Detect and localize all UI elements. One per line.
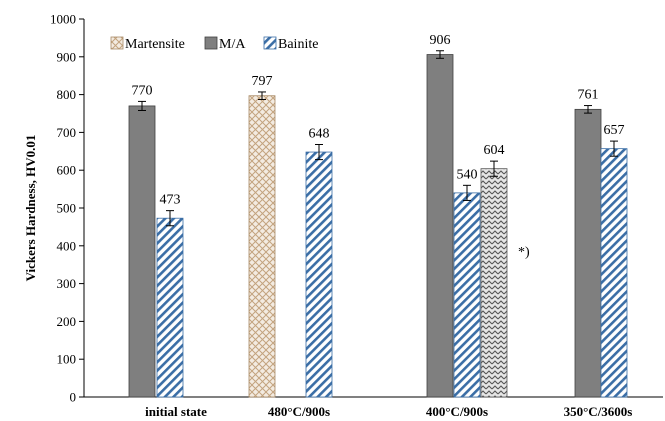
bar-m-a xyxy=(128,105,156,398)
y-tick-label: 500 xyxy=(57,201,77,216)
data-label: 761 xyxy=(578,88,599,103)
bar-pearlite-like xyxy=(480,168,508,398)
y-tick-label: 1000 xyxy=(50,12,76,27)
data-label: 473 xyxy=(160,193,181,208)
data-label: 906 xyxy=(430,33,451,48)
y-tick-label: 200 xyxy=(57,314,77,329)
annotation-label: *) xyxy=(518,245,530,260)
bar-bainite xyxy=(156,217,184,398)
legend-label: Martensite xyxy=(125,37,185,52)
bar-m-a xyxy=(426,54,454,398)
bar-bainite xyxy=(600,148,628,398)
x-category-label: 350°C/3600s xyxy=(564,404,633,419)
legend-swatch xyxy=(204,36,218,50)
legend-label: Bainite xyxy=(278,37,318,52)
legend-swatch xyxy=(263,36,277,50)
data-label: 657 xyxy=(604,123,625,138)
bar-bainite xyxy=(453,192,481,398)
y-tick-label: 700 xyxy=(57,125,77,140)
legend-swatch xyxy=(110,36,124,50)
y-tick-label: 400 xyxy=(57,238,77,253)
data-label: 770 xyxy=(132,83,153,98)
y-tick-label: 600 xyxy=(57,163,77,178)
data-label: 797 xyxy=(252,74,273,89)
x-category-label: 400°C/900s xyxy=(426,404,488,419)
y-tick-label: 100 xyxy=(57,352,77,367)
data-label: 540 xyxy=(457,167,478,182)
y-tick-label: 900 xyxy=(57,49,77,64)
x-category-label: initial state xyxy=(145,404,207,419)
data-label: 604 xyxy=(484,143,505,158)
data-label: 648 xyxy=(309,126,330,141)
y-tick-label: 800 xyxy=(57,87,77,102)
y-axis-title: Vickers Hardness, HV0.01 xyxy=(23,135,38,282)
y-tick-label: 300 xyxy=(57,276,77,291)
y-tick-label: 0 xyxy=(70,390,77,405)
bar-bainite xyxy=(305,151,333,398)
legend-label: M/A xyxy=(219,37,246,52)
bar-m-a xyxy=(574,108,602,398)
x-category-label: 480°C/900s xyxy=(268,404,330,419)
bar-martensite xyxy=(248,95,276,398)
